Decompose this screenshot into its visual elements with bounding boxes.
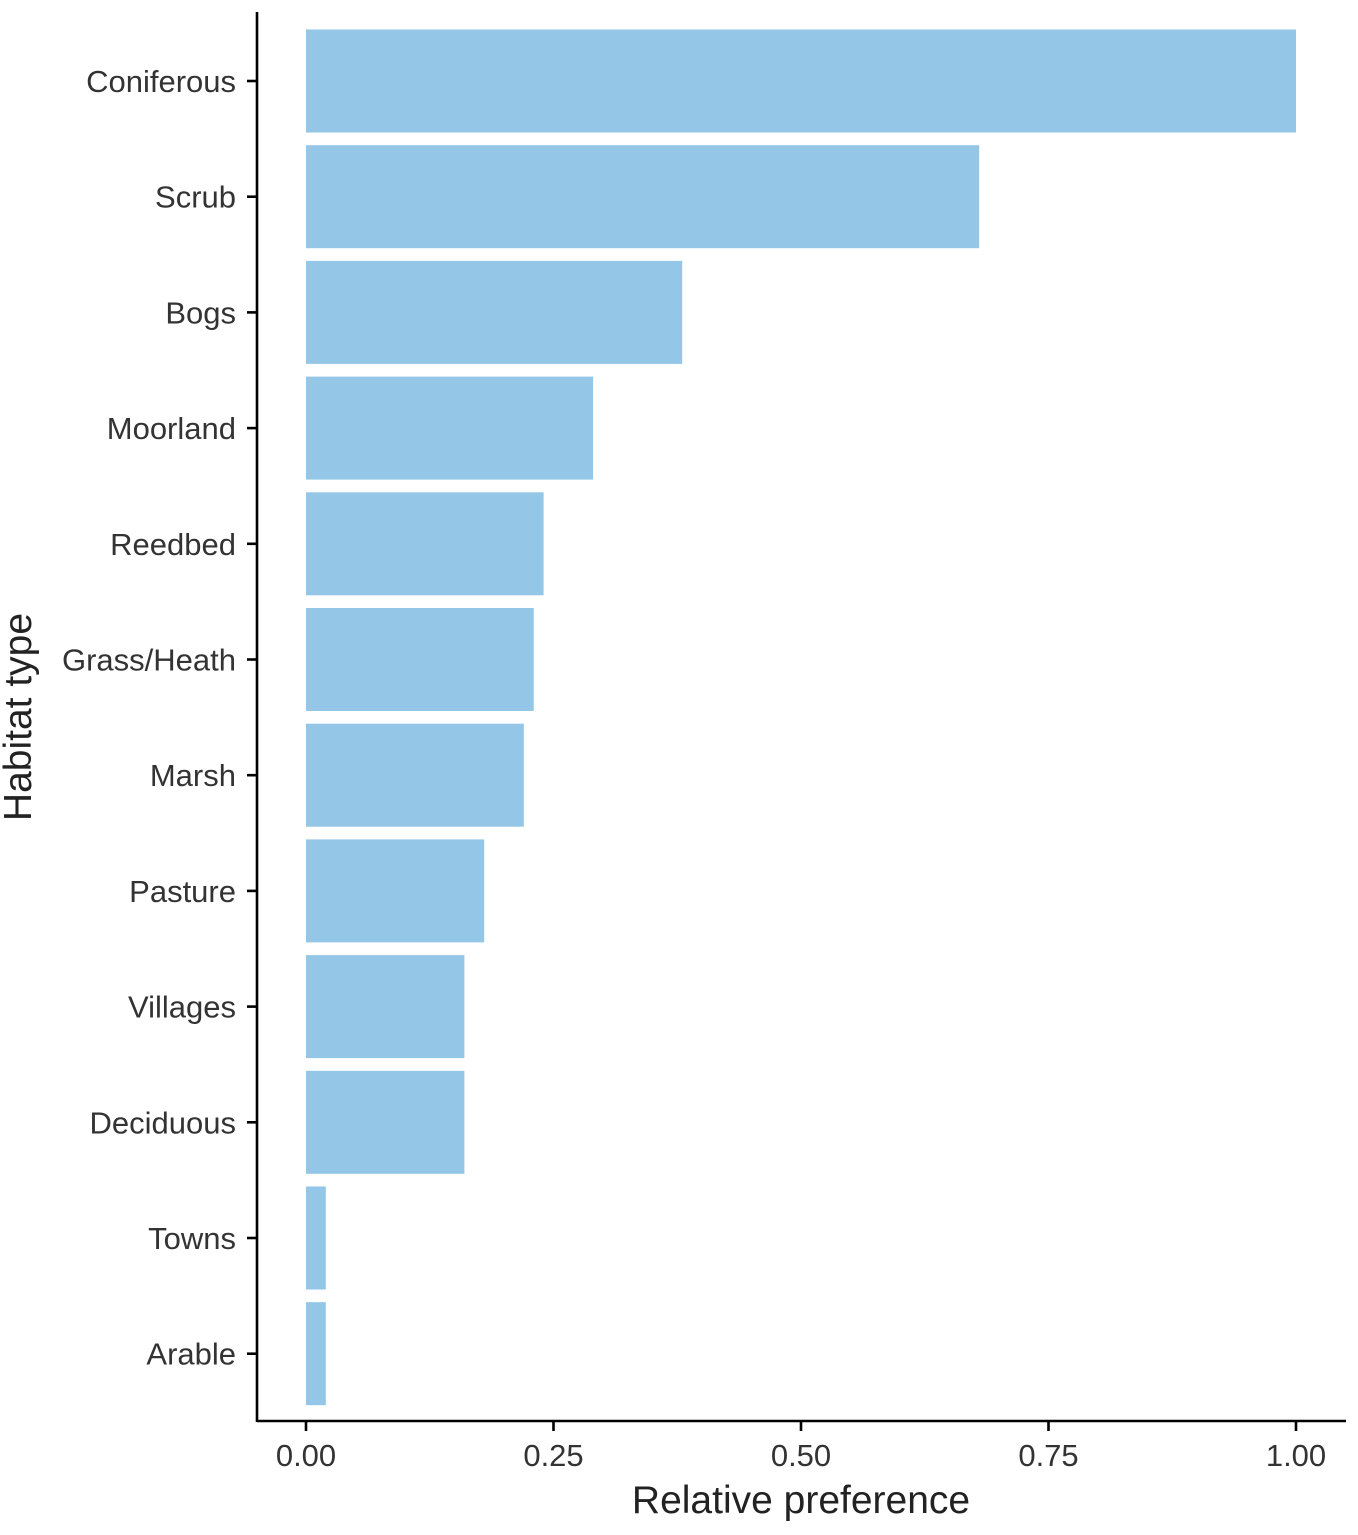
y-tick-label: Pasture (129, 874, 236, 909)
y-tick-label: Bogs (165, 295, 236, 330)
bar-arable (306, 1302, 326, 1406)
y-tick-label: Coniferous (86, 64, 236, 99)
y-tick-label: Arable (146, 1337, 236, 1372)
bars-group (306, 29, 1296, 1406)
y-tick-label: Moorland (107, 411, 236, 446)
bar-marsh (306, 723, 524, 827)
bar-bogs (306, 260, 683, 364)
bar-scrub (306, 145, 980, 249)
y-tick-label: Towns (148, 1221, 236, 1256)
y-axis: Coniferous Scrub Bogs Moorland Reedbed Grass/… (62, 12, 259, 1422)
bar-towns (306, 1186, 326, 1290)
bar-deciduous (306, 1070, 465, 1174)
x-tick-label: 0.25 (523, 1438, 583, 1473)
bar-moorland (306, 376, 594, 480)
y-tick-label: Deciduous (90, 1105, 236, 1140)
y-tick-label: Marsh (150, 758, 236, 793)
y-tick-label: Grass/Heath (62, 643, 236, 678)
x-tick-label: 0.00 (276, 1438, 336, 1473)
y-axis-title: Habitat type (0, 613, 40, 821)
x-axis: 0.00 0.25 0.50 0.75 1.00 (257, 1419, 1346, 1473)
bar-villages (306, 955, 465, 1059)
bar-grass-heath (306, 608, 534, 711)
bar-pasture (306, 839, 485, 943)
bar-coniferous (306, 29, 1296, 133)
y-tick-label: Reedbed (110, 527, 236, 562)
bar-reedbed (306, 492, 544, 596)
x-tick-label: 1.00 (1266, 1438, 1326, 1473)
y-tick-label: Villages (128, 990, 236, 1025)
y-tick-label: Scrub (155, 180, 236, 215)
x-axis-title: Relative preference (632, 1479, 970, 1522)
x-tick-label: 0.75 (1018, 1438, 1078, 1473)
x-tick-label: 0.50 (771, 1438, 831, 1473)
